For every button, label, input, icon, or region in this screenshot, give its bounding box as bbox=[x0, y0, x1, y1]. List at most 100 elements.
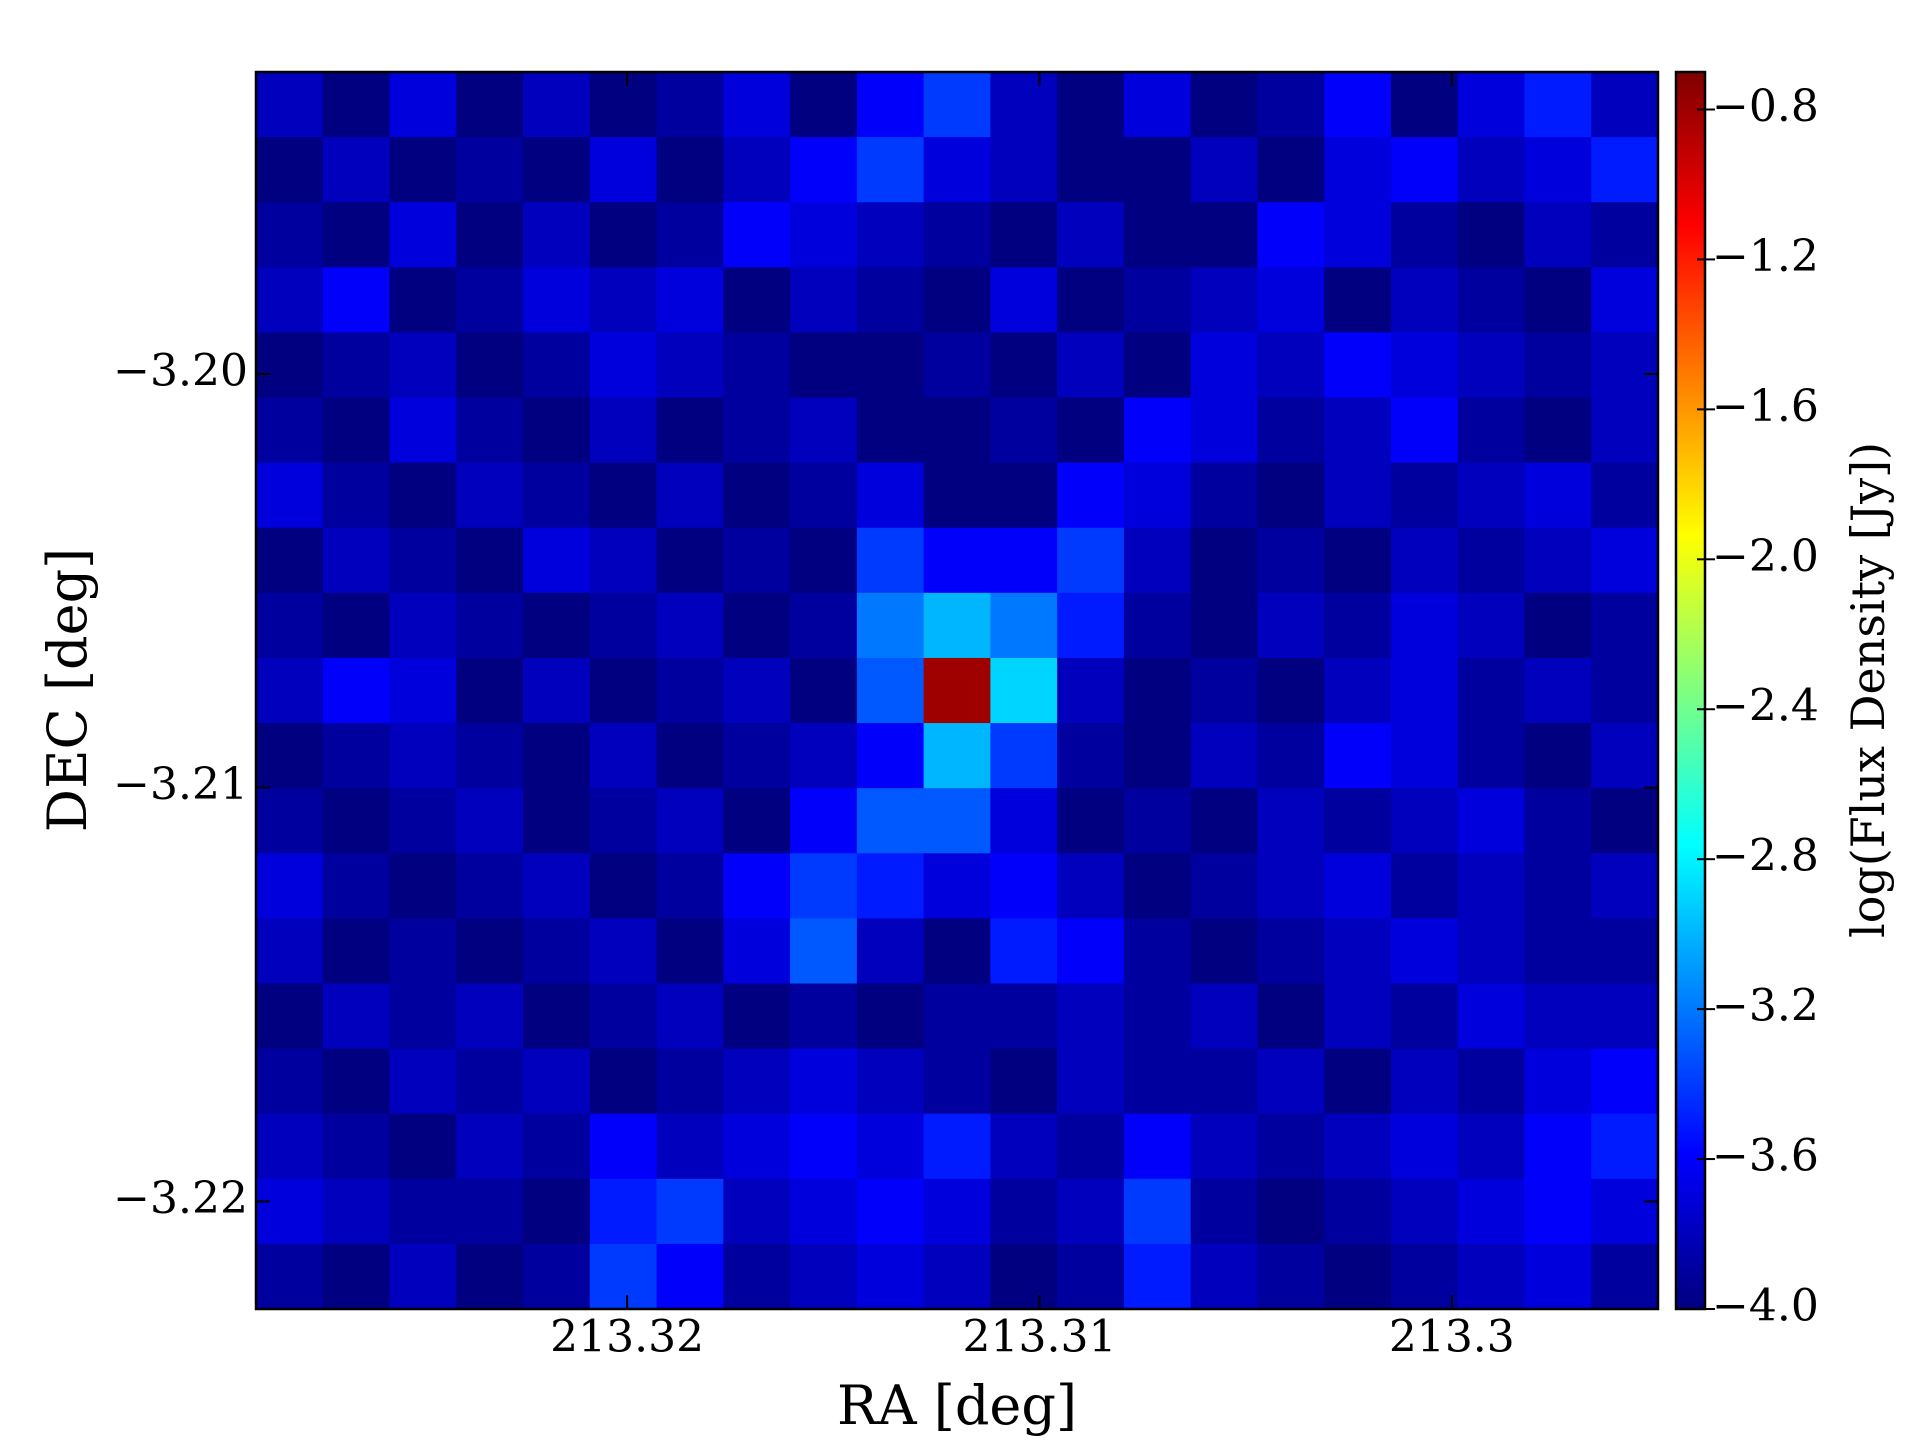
heatmap-cell bbox=[790, 1048, 858, 1115]
heatmap-cell bbox=[723, 332, 791, 399]
heatmap-cell bbox=[1591, 72, 1659, 138]
heatmap-cell bbox=[990, 527, 1058, 594]
heatmap-cell bbox=[589, 137, 658, 203]
heatmap-cell bbox=[790, 1113, 858, 1180]
heatmap-cell bbox=[1591, 462, 1659, 529]
heatmap-cell bbox=[723, 918, 791, 985]
heatmap-cell bbox=[1324, 918, 1392, 985]
heatmap-cell bbox=[1591, 1113, 1659, 1180]
heatmap-cell bbox=[656, 72, 724, 138]
heatmap-cell bbox=[589, 202, 658, 268]
heatmap-cell bbox=[656, 788, 724, 854]
heatmap-cell bbox=[1457, 788, 1526, 854]
heatmap-cell bbox=[1524, 918, 1592, 985]
heatmap-cell bbox=[1257, 462, 1325, 529]
heatmap-cell bbox=[1324, 332, 1392, 399]
heatmap-cell bbox=[1457, 397, 1526, 464]
heatmap-cell bbox=[990, 592, 1058, 659]
heatmap-cell bbox=[456, 72, 524, 138]
heatmap-cell bbox=[456, 788, 524, 854]
heatmap-cell bbox=[456, 462, 524, 529]
heatmap-cell bbox=[923, 72, 991, 138]
heatmap-cell bbox=[856, 1243, 925, 1310]
heatmap-cell bbox=[389, 202, 457, 268]
heatmap-cell bbox=[322, 592, 391, 659]
heatmap-cell bbox=[990, 137, 1058, 203]
heatmap-cell bbox=[723, 202, 791, 268]
heatmap-cell bbox=[1457, 657, 1526, 724]
heatmap-cell bbox=[589, 462, 658, 529]
heatmap-cell bbox=[990, 1048, 1058, 1115]
heatmap-cell bbox=[256, 1113, 324, 1180]
heatmap-cell bbox=[1524, 1243, 1592, 1310]
heatmap-cell bbox=[589, 592, 658, 659]
heatmap-cell bbox=[656, 657, 724, 724]
colorbar-tick-label: −2.4 bbox=[1712, 681, 1819, 732]
heatmap-cell bbox=[1524, 1048, 1592, 1115]
heatmap-cell bbox=[256, 527, 324, 594]
heatmap-cell bbox=[523, 1178, 591, 1245]
heatmap-cell bbox=[990, 397, 1058, 464]
heatmap-cell bbox=[856, 788, 925, 854]
heatmap-cell bbox=[923, 137, 991, 203]
heatmap-cell bbox=[1190, 1243, 1259, 1310]
heatmap-cell bbox=[1591, 202, 1659, 268]
heatmap-cell bbox=[656, 1113, 724, 1180]
heatmap-cell bbox=[1390, 983, 1459, 1050]
heatmap-cell bbox=[656, 983, 724, 1050]
heatmap-cell bbox=[1057, 723, 1125, 789]
heatmap-cell bbox=[389, 788, 457, 854]
heatmap-cell bbox=[322, 723, 391, 789]
heatmap-cell bbox=[1390, 1243, 1459, 1310]
heatmap-cell bbox=[790, 853, 858, 919]
heatmap-cell bbox=[1324, 983, 1392, 1050]
heatmap-cell bbox=[322, 202, 391, 268]
heatmap-cell bbox=[256, 137, 324, 203]
heatmap-cell bbox=[656, 1048, 724, 1115]
heatmap-cell bbox=[256, 202, 324, 268]
heatmap-cell bbox=[1057, 983, 1125, 1050]
heatmap-cell bbox=[1390, 1113, 1459, 1180]
heatmap-cell bbox=[1591, 397, 1659, 464]
heatmap-cell bbox=[1390, 267, 1459, 334]
heatmap-cell bbox=[1123, 1113, 1192, 1180]
heatmap-cell bbox=[523, 983, 591, 1050]
heatmap-cell bbox=[322, 918, 391, 985]
heatmap-cell bbox=[1257, 397, 1325, 464]
heatmap-cell bbox=[1524, 983, 1592, 1050]
heatmap-cell bbox=[589, 1243, 658, 1310]
heatmap-cell bbox=[589, 723, 658, 789]
heatmap-cell bbox=[723, 1113, 791, 1180]
heatmap-cell bbox=[1591, 918, 1659, 985]
heatmap-cell bbox=[1057, 918, 1125, 985]
heatmap-cell bbox=[790, 592, 858, 659]
x-axis-label: RA [deg] bbox=[837, 1374, 1077, 1437]
heatmap-cell bbox=[790, 527, 858, 594]
heatmap-cell bbox=[1057, 332, 1125, 399]
heatmap-cell bbox=[856, 267, 925, 334]
heatmap-cell bbox=[1524, 1178, 1592, 1245]
heatmap-cell bbox=[1457, 592, 1526, 659]
heatmap-cell bbox=[1591, 983, 1659, 1050]
heatmap-cell bbox=[723, 853, 791, 919]
heatmap-cell bbox=[1457, 462, 1526, 529]
heatmap-cell bbox=[1324, 137, 1392, 203]
heatmap-cell bbox=[1257, 918, 1325, 985]
heatmap-cell bbox=[1057, 397, 1125, 464]
heatmap-cell bbox=[322, 983, 391, 1050]
heatmap-cell bbox=[1324, 462, 1392, 529]
heatmap-cell bbox=[1324, 1178, 1392, 1245]
heatmap-cell bbox=[523, 1113, 591, 1180]
heatmap-cell bbox=[256, 788, 324, 854]
heatmap-cell bbox=[1057, 72, 1125, 138]
heatmap-cell bbox=[1057, 462, 1125, 529]
heatmap-cell bbox=[1190, 1048, 1259, 1115]
heatmap-cell bbox=[1324, 267, 1392, 334]
heatmap-cell bbox=[656, 527, 724, 594]
heatmap-cell bbox=[1257, 592, 1325, 659]
heatmap-cell bbox=[523, 202, 591, 268]
heatmap-cell bbox=[256, 983, 324, 1050]
heatmap-cell bbox=[1123, 1178, 1192, 1245]
colorbar-tick-label: −1.6 bbox=[1712, 381, 1819, 432]
heatmap-cell bbox=[1390, 788, 1459, 854]
